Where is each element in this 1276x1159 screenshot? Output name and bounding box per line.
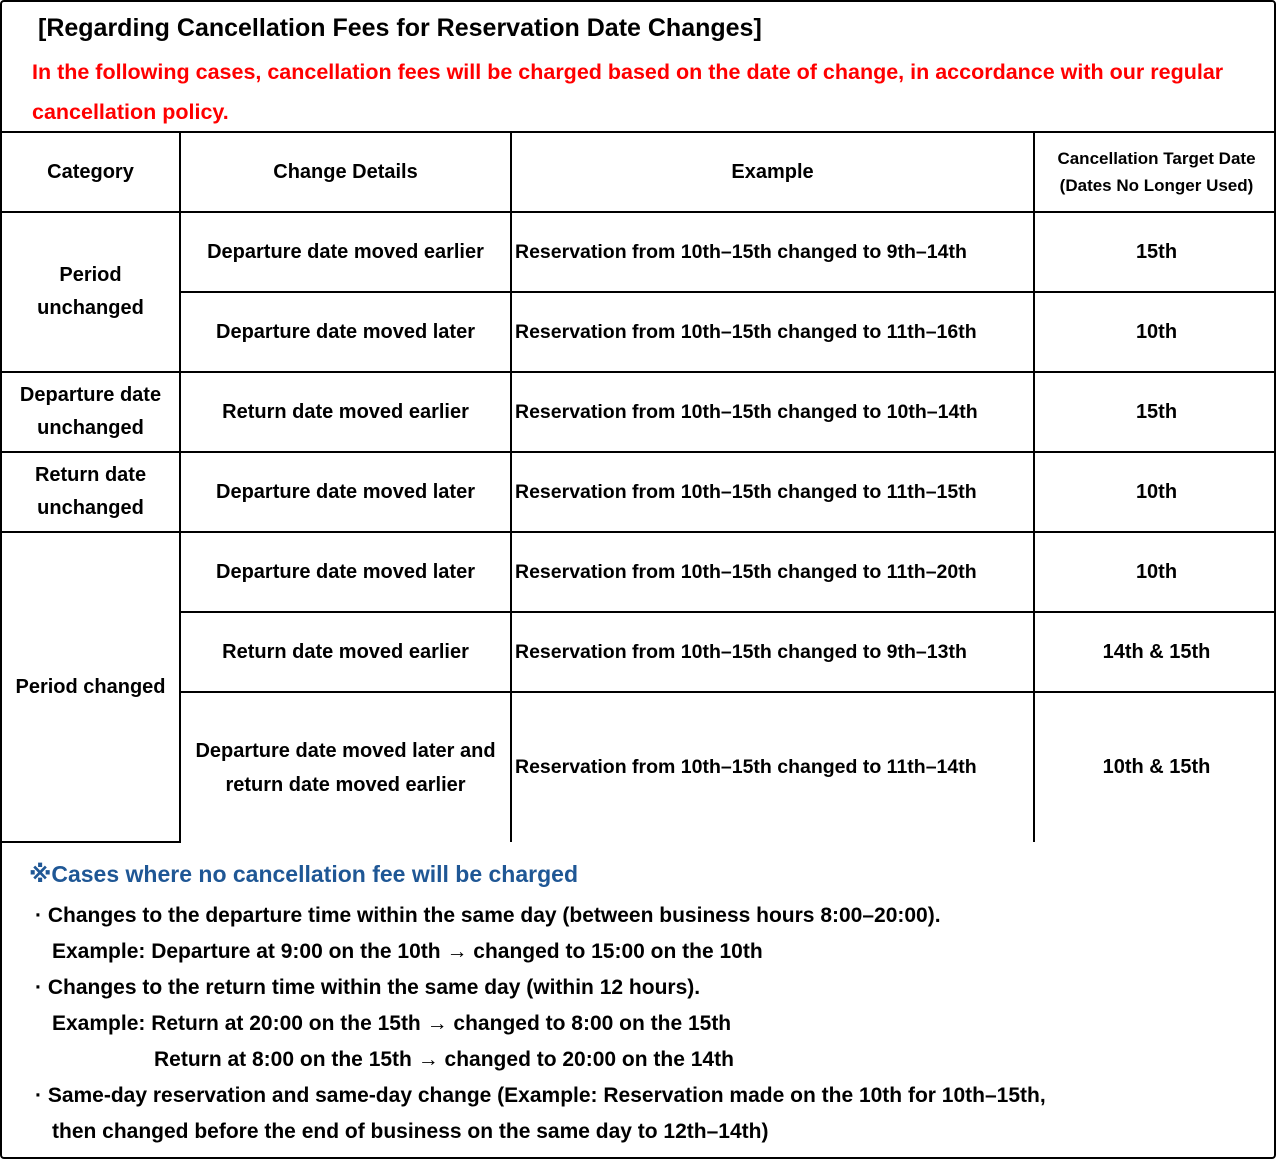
cancellation-fee-table: Category Change Details Example Cancella… bbox=[2, 131, 1274, 843]
category-cell-return-unchanged: Return date unchanged bbox=[2, 451, 181, 533]
note-bullet-return-time: · Changes to the return time within the … bbox=[35, 976, 701, 999]
note-example-return-time-2: Return at 8:00 on the 15th → changed to … bbox=[154, 1048, 734, 1071]
example-cell: Reservation from 10th–15th changed to 11… bbox=[510, 291, 1035, 373]
table-row-2: Departure date moved later Reservation f… bbox=[2, 291, 1274, 373]
header-change-details: Change Details bbox=[179, 131, 512, 213]
target-date-cell: 14th & 15th bbox=[1033, 611, 1274, 693]
header-category: Category bbox=[2, 131, 181, 213]
header-target-date: Cancellation Target Date (Dates No Longe… bbox=[1033, 131, 1274, 213]
table-row-3: Departure date unchanged Return date mov… bbox=[2, 371, 1274, 453]
note-bullet-departure-time: · Changes to the departure time within t… bbox=[35, 904, 941, 927]
change-detail-cell: Return date moved earlier bbox=[179, 371, 512, 453]
table-row-5: Period changed Departure date moved late… bbox=[2, 531, 1274, 843]
category-cell-period-changed: Period changed bbox=[2, 531, 181, 843]
note-example-return-time-1: Example: Return at 20:00 on the 15th → c… bbox=[52, 1012, 732, 1035]
example-cell: Reservation from 10th–15th changed to 11… bbox=[510, 691, 1035, 842]
table-row-7: Departure date moved later and return da… bbox=[2, 691, 1274, 842]
table-header-row: Category Change Details Example Cancella… bbox=[2, 131, 1274, 213]
change-detail-cell: Return date moved earlier bbox=[180, 611, 512, 693]
category-cell-departure-unchanged: Departure date unchanged bbox=[2, 371, 181, 453]
table-row-1: Period unchanged Departure date moved ea… bbox=[2, 211, 1274, 373]
example-cell: Reservation from 10th–15th changed to 10… bbox=[510, 371, 1035, 453]
target-date-cell: 10th bbox=[1033, 291, 1274, 373]
table-row-6: Return date moved earlier Reservation fr… bbox=[2, 611, 1274, 693]
table-row-4: Return date unchanged Departure date mov… bbox=[2, 451, 1274, 533]
target-date-cell: 10th bbox=[1033, 531, 1274, 613]
note-example-departure-time: Example: Departure at 9:00 on the 10th →… bbox=[52, 940, 763, 963]
note-bullet-same-day-line2: then changed before the end of business … bbox=[52, 1120, 769, 1143]
example-cell: Reservation from 10th–15th changed to 11… bbox=[510, 451, 1035, 533]
note-bullet-same-day: · Same-day reservation and same-day chan… bbox=[35, 1084, 1046, 1107]
intro-warning-text: In the following cases, cancellation fee… bbox=[32, 60, 1224, 124]
target-date-cell: 15th bbox=[1033, 211, 1274, 293]
example-cell: Reservation from 10th–15th changed to 11… bbox=[510, 531, 1035, 613]
header-block: [Regarding Cancellation Fees for Reserva… bbox=[2, 2, 1274, 131]
target-date-cell: 10th bbox=[1033, 451, 1274, 533]
target-date-cell: 15th bbox=[1033, 371, 1274, 453]
change-detail-cell: Departure date moved earlier bbox=[179, 211, 512, 293]
category-cell-period-unchanged: Period unchanged bbox=[2, 211, 181, 373]
change-detail-cell: Departure date moved later bbox=[179, 531, 512, 613]
target-date-cell: 10th & 15th bbox=[1033, 691, 1274, 842]
header-target-date-line1: Cancellation Target Date bbox=[1057, 149, 1256, 168]
example-cell: Reservation from 10th–15th changed to 9t… bbox=[510, 611, 1035, 693]
example-cell: Reservation from 10th–15th changed to 9t… bbox=[510, 211, 1035, 293]
change-detail-cell: Departure date moved later bbox=[180, 291, 512, 373]
change-detail-cell: Departure date moved later bbox=[179, 451, 512, 533]
page-title: [Regarding Cancellation Fees for Reserva… bbox=[38, 14, 762, 42]
change-detail-cell: Departure date moved later and return da… bbox=[180, 691, 512, 842]
no-fee-heading: ※Cases where no cancellation fee will be… bbox=[29, 861, 578, 887]
header-target-date-line2: (Dates No Longer Used) bbox=[1059, 176, 1254, 195]
header-example: Example bbox=[510, 131, 1035, 213]
no-fee-notes-block: ※Cases where no cancellation fee will be… bbox=[2, 843, 1274, 1157]
